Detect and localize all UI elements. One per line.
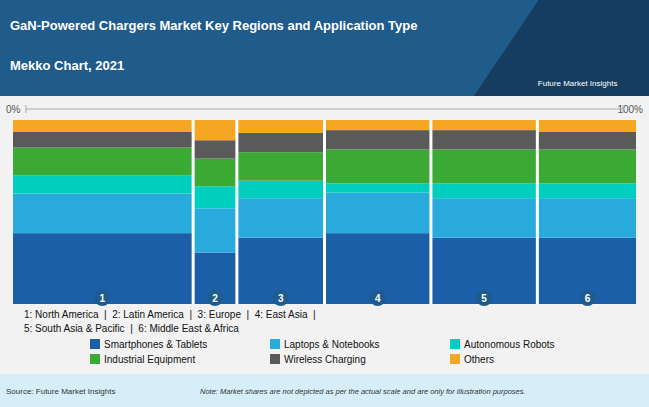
bar-segment — [238, 152, 323, 181]
bar-segment — [13, 148, 192, 176]
subtitle: Mekko Chart, 2021 — [10, 58, 124, 73]
title-decor — [474, 0, 649, 96]
region-key: 1: North America | 2: Latin America | 3:… — [24, 309, 316, 320]
bar-segment — [326, 193, 429, 233]
plot-area — [13, 120, 636, 304]
category-label: 6 — [585, 293, 591, 304]
bar-segment — [432, 238, 535, 304]
source: Source: Future Market Insights — [6, 387, 115, 396]
bar-segment — [13, 175, 192, 193]
category-badge — [207, 290, 223, 306]
note: Note: Market shares are not depicted as … — [200, 387, 526, 396]
title-bar — [0, 0, 649, 96]
bar-segment — [195, 208, 236, 252]
bar-segment — [539, 132, 636, 149]
bar-segment — [326, 183, 429, 192]
legend-label: Industrial Equipment — [104, 354, 195, 365]
bar-segment — [432, 120, 535, 130]
title: GaN-Powered Chargers Market Key Regions … — [10, 18, 417, 33]
category-badge — [94, 290, 110, 306]
bar-segment — [539, 183, 636, 198]
bar-segment — [238, 181, 323, 198]
bar-segment — [539, 120, 636, 132]
bar-segment — [195, 140, 236, 158]
bar-segment — [326, 120, 429, 130]
bar-segment — [326, 233, 429, 304]
category-label: 2 — [212, 293, 218, 304]
legend-swatch — [270, 339, 280, 349]
bar-segment — [432, 130, 535, 149]
bar-segment — [13, 233, 192, 304]
bar-segment — [13, 194, 192, 234]
bar-segment — [13, 120, 192, 132]
scale-line — [25, 105, 26, 113]
legend-label: Smartphones & Tablets — [104, 339, 207, 350]
background — [0, 0, 649, 407]
bar-segment — [238, 120, 323, 133]
bars — [13, 120, 636, 304]
footer — [0, 374, 649, 407]
legend-swatch — [90, 339, 100, 349]
legend-swatch — [90, 354, 100, 364]
category-label: 4 — [375, 293, 381, 304]
bar-segment — [326, 130, 429, 149]
bar-segment — [238, 198, 323, 238]
bar-segment — [195, 120, 236, 140]
scale-start-label: 0% — [6, 104, 21, 115]
bar-segment — [432, 198, 535, 238]
chart: GaN-Powered Chargers Market Key Regions … — [0, 0, 649, 407]
bar-segment — [432, 149, 535, 183]
bar-segment — [195, 252, 236, 304]
bar-segment — [238, 238, 323, 304]
bar-segment — [539, 149, 636, 183]
bar-segment — [326, 149, 429, 183]
category-badge — [476, 290, 492, 306]
category-label: 3 — [278, 293, 284, 304]
legend-swatch — [450, 354, 460, 364]
legend-swatch — [270, 354, 280, 364]
category-badge — [579, 290, 595, 306]
bar-segment — [539, 238, 636, 304]
legend-label: Autonomous Robots — [464, 339, 555, 350]
legend-label: Others — [464, 354, 494, 365]
brand-text: Future Market Insights — [538, 79, 618, 88]
scale-line — [623, 105, 624, 113]
legend-swatch — [450, 339, 460, 349]
bar-segment — [195, 186, 236, 208]
category-label: 5 — [481, 293, 487, 304]
bar-segment — [195, 159, 236, 187]
bar-segment — [539, 198, 636, 238]
category-badge — [370, 290, 386, 306]
category-badge — [273, 290, 289, 306]
category-label: 1 — [100, 293, 106, 304]
bar-segment — [432, 183, 535, 198]
legend-label: Laptops & Notebooks — [284, 339, 380, 350]
scale-line — [26, 109, 623, 110]
bar-segment — [13, 132, 192, 148]
legend-label: Wireless Charging — [284, 354, 366, 365]
region-key: 5: South Asia & Pacific | 6: Middle East… — [24, 323, 239, 334]
bar-segment — [238, 133, 323, 152]
